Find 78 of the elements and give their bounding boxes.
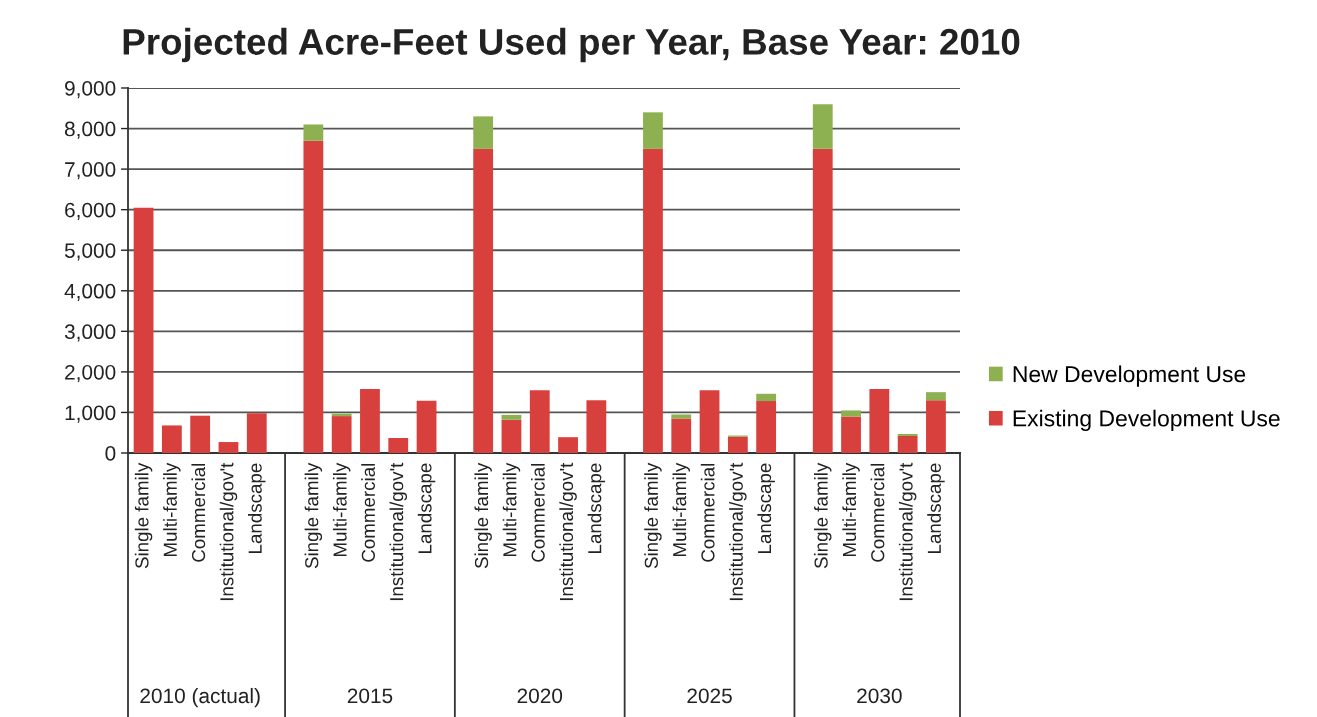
bar [360, 388, 380, 453]
bar [303, 140, 324, 453]
bar [841, 416, 861, 453]
bar [727, 436, 748, 453]
x-tick-label: Multi-family [672, 462, 690, 556]
bar [246, 413, 267, 453]
x-tick-label: Multi-family [842, 462, 860, 556]
x-tick-label: Landscape [248, 463, 266, 553]
x-tick-label: Single family [814, 462, 832, 569]
bar [841, 410, 861, 417]
legend-label: Existing Development Use [1013, 409, 1280, 432]
bar [643, 112, 663, 149]
bar [303, 124, 324, 141]
y-tick-label: 7,000 [65, 162, 116, 180]
text: 2020 [517, 688, 563, 704]
x-tick-label: Institutional/gov't [219, 462, 238, 601]
x-tick-label: Multi-family [163, 462, 181, 556]
x-tick-label: Landscape [927, 463, 945, 553]
bar [416, 400, 437, 453]
bar [501, 419, 522, 453]
bar [699, 390, 720, 453]
x-tick-label: Commercial [700, 463, 715, 562]
x-tick-label: Commercial [361, 463, 375, 562]
x-tick-label: Commercial [531, 463, 545, 562]
x-tick-label: Single family [134, 462, 153, 569]
y-tick-label: 8,000 [64, 121, 116, 139]
bar [926, 400, 946, 453]
x-tick-label: Single family [474, 462, 492, 569]
x-tick-label: Landscape [757, 463, 775, 553]
bar [501, 414, 522, 420]
x-tick-label: Multi-family [332, 462, 351, 556]
x-tick-label: Institutional/gov't [729, 462, 747, 601]
bar [671, 414, 692, 419]
x-tick-label: Institutional/gov't [559, 462, 577, 601]
x-tick-label: Multi-family [502, 462, 521, 556]
x-tick-label: Landscape [417, 463, 436, 553]
chart-title: Projected Acre-Feet Used per Year, Base Year: 2010 [123, 27, 1020, 63]
y-tick-label: 1,000 [65, 405, 116, 423]
bar [926, 392, 946, 401]
bar [671, 418, 692, 453]
legend-label: New Development Use [1013, 365, 1246, 387]
text: 2010 (actual) [140, 687, 260, 708]
bar [586, 400, 607, 453]
text: 2030 [857, 688, 902, 704]
bar [133, 207, 154, 453]
x-tick-label: Commercial [191, 463, 206, 562]
y-tick-label: 0 [105, 446, 116, 461]
y-tick-label: 9,000 [65, 81, 116, 99]
bar [897, 433, 918, 436]
text: 2025 [687, 688, 732, 704]
bar [190, 415, 211, 453]
bar [812, 148, 833, 453]
bar [756, 401, 777, 453]
bar [529, 390, 550, 453]
x-tick-label: Institutional/gov't [389, 462, 407, 601]
y-tick-label: 2,000 [65, 364, 116, 383]
bar [812, 104, 833, 149]
bar [897, 435, 918, 453]
x-tick-label: Single family [644, 462, 662, 569]
y-tick-label: 4,000 [64, 283, 116, 301]
bar [218, 442, 239, 453]
x-tick-label: Institutional/gov't [898, 462, 917, 601]
text: 2015 [347, 688, 393, 704]
bar [473, 148, 494, 453]
bar [388, 437, 409, 453]
bar [161, 425, 182, 453]
bar [869, 388, 890, 453]
bar [756, 393, 777, 402]
x-tick-label: Commercial [870, 463, 885, 562]
y-tick-label: 3,000 [64, 324, 116, 342]
bar [331, 416, 352, 453]
bar [643, 148, 663, 453]
x-tick-label: Single family [304, 462, 323, 569]
y-tick-label: 5,000 [64, 243, 116, 261]
y-tick-label: 6,000 [65, 202, 116, 220]
x-tick-label: Landscape [587, 463, 606, 553]
bar [558, 437, 578, 453]
bar [473, 116, 494, 149]
